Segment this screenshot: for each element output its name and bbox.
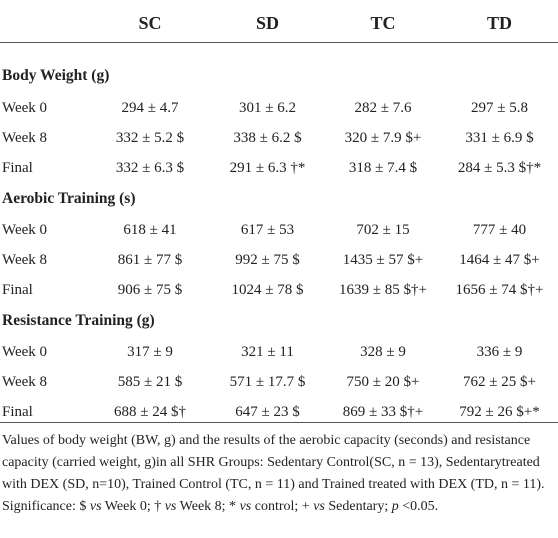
table-cell: 320 ± 7.9 $+: [344, 129, 422, 146]
table-row: Week 8 585 ± 21 $ 571 ± 17.7 $ 750 ± 20 …: [0, 367, 558, 397]
caption-italic-vs: vs: [313, 499, 325, 514]
row-label: Final: [2, 281, 33, 298]
table-cell: 992 ± 75 $: [235, 251, 300, 268]
table-cell: 906 ± 75 $: [117, 281, 183, 298]
caption-text: Week 0; †: [101, 499, 165, 514]
results-table: SC SD TC TD Body Weight (g) Week 0 294 ±…: [0, 0, 558, 427]
row-label: Week 8: [2, 129, 48, 146]
table-cell: 750 ± 20 $+: [346, 373, 420, 390]
caption-italic-p: p: [391, 499, 399, 514]
table-row: Final 906 ± 75 $ 1024 ± 78 $ 1639 ± 85 $…: [0, 275, 558, 305]
table-cell: 777 ± 40: [472, 221, 527, 238]
caption-text: Sedentary;: [324, 499, 392, 514]
section-title: Body Weight (g): [2, 67, 110, 84]
caption-text: <0.05.: [398, 499, 439, 514]
table-cell: 291 ± 6.3 †*: [229, 159, 306, 176]
table-caption: Values of body weight (BW, g) and the re…: [2, 430, 554, 518]
caption-italic-vs: vs: [239, 499, 252, 514]
table-row: Final 332 ± 6.3 $ 291 ± 6.3 †* 318 ± 7.4…: [0, 153, 558, 183]
table-cell: 301 ± 6.2: [239, 99, 296, 116]
column-header-sd: SD: [255, 13, 279, 33]
row-label: Week 0: [2, 343, 48, 360]
table-cell: 331 ± 6.9 $: [465, 129, 534, 146]
table-cell: 571 ± 17.7 $: [229, 373, 306, 390]
caption-italic-vs: vs: [164, 499, 177, 514]
column-header-td: TD: [486, 13, 512, 33]
table-row: Week 0 317 ± 9 321 ± 11 328 ± 9 336 ± 9: [0, 337, 558, 367]
table-cell: 338 ± 6.2 $: [233, 129, 302, 146]
table-row: Final 688 ± 24 $† 647 ± 23 $ 869 ± 33 $†…: [0, 397, 558, 427]
row-label: Week 8: [2, 373, 48, 390]
table-cell: 332 ± 5.2 $: [115, 129, 185, 146]
caption-text: Week 8; *: [176, 499, 240, 514]
table-cell: 585 ± 21 $: [117, 373, 183, 390]
caption-text: control; +: [251, 499, 314, 514]
table-cell: 294 ± 4.7: [121, 99, 179, 116]
table-cell: 1435 ± 57 $+: [342, 251, 424, 268]
table-cell: 1656 ± 74 $†+: [455, 281, 544, 298]
table-cell: 317 ± 9: [127, 343, 173, 360]
table-cell: 861 ± 77 $: [117, 251, 183, 268]
table-cell: 762 ± 25 $+: [463, 373, 536, 390]
header-row: SC SD TC TD: [0, 0, 558, 45]
table-cell: 869 ± 33 $†+: [342, 403, 424, 420]
section-row-resistance-training: Resistance Training (g): [0, 305, 558, 337]
table-cell: 617 ± 53: [240, 221, 295, 238]
table-cell: 1464 ± 47 $+: [459, 251, 540, 268]
table-cell: 336 ± 9: [476, 343, 523, 360]
row-label: Final: [2, 159, 33, 176]
row-label: Week 0: [2, 99, 48, 116]
table-cell: 1639 ± 85 $†+: [339, 281, 427, 298]
table-row: Week 8 861 ± 77 $ 992 ± 75 $ 1435 ± 57 $…: [0, 245, 558, 275]
table-cell: 792 ± 26 $+*: [459, 403, 540, 420]
caption-text: Values of body weight (BW, g) and the re…: [2, 433, 545, 514]
column-header-tc: TC: [370, 13, 396, 33]
table-cell: 688 ± 24 $†: [114, 403, 186, 420]
table-cell: 618 ± 41: [123, 221, 177, 238]
header-corner: [0, 0, 90, 45]
table-cell: 282 ± 7.6: [354, 99, 412, 116]
row-label: Week 0: [2, 221, 48, 238]
section-title: Resistance Training (g): [2, 312, 155, 329]
table-cell: 647 ± 23 $: [235, 403, 300, 420]
table-bottom-divider: [0, 422, 558, 423]
table-cell: 332 ± 6.3 $: [115, 159, 185, 176]
table-cell: 321 ± 11: [241, 343, 294, 360]
row-label: Final: [2, 403, 33, 420]
table-cell: 1024 ± 78 $: [231, 281, 304, 298]
caption-italic-vs: vs: [89, 499, 102, 514]
table-row: Week 0 618 ± 41 617 ± 53 702 ± 15 777 ± …: [0, 215, 558, 245]
column-header-sc: SC: [138, 13, 162, 33]
table-cell: 284 ± 5.3 $†*: [457, 159, 542, 176]
section-row-body-weight: Body Weight (g): [0, 45, 558, 93]
row-label: Week 8: [2, 251, 48, 268]
section-title: Aerobic Training (s): [2, 190, 136, 207]
table-cell: 702 ± 15: [356, 221, 410, 238]
table-row: Week 0 294 ± 4.7 301 ± 6.2 282 ± 7.6 297…: [0, 93, 558, 123]
table-row: Week 8 332 ± 5.2 $ 338 ± 6.2 $ 320 ± 7.9…: [0, 123, 558, 153]
header-divider: [0, 42, 558, 43]
section-row-aerobic-training: Aerobic Training (s): [0, 183, 558, 215]
table-cell: 318 ± 7.4 $: [348, 159, 418, 176]
table-cell: 328 ± 9: [360, 343, 406, 360]
table-cell: 297 ± 5.8: [471, 99, 528, 116]
